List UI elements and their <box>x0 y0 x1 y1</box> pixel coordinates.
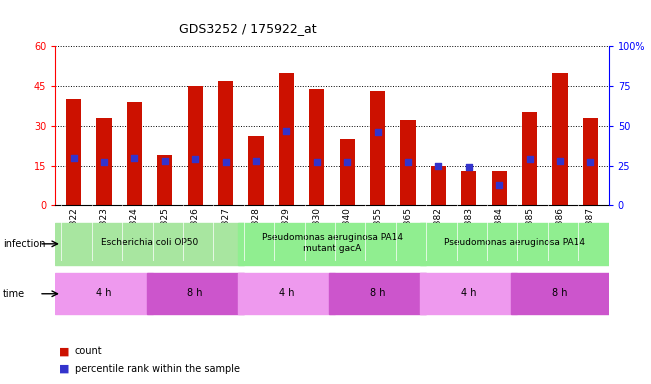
Bar <box>238 223 426 265</box>
Bar <box>146 273 244 314</box>
Bar <box>218 81 233 205</box>
Point <box>555 158 565 164</box>
Text: Escherichia coli OP50: Escherichia coli OP50 <box>101 238 198 247</box>
Bar <box>583 118 598 205</box>
Bar <box>340 139 355 205</box>
Point <box>585 159 596 166</box>
Bar <box>238 273 335 314</box>
Bar <box>55 223 244 265</box>
Text: ■: ■ <box>59 346 69 356</box>
Bar <box>249 136 264 205</box>
Text: Pseudomonas aeruginosa PA14: Pseudomonas aeruginosa PA14 <box>444 238 585 247</box>
Text: time: time <box>3 289 25 299</box>
Text: infection: infection <box>3 239 46 249</box>
Text: 8 h: 8 h <box>187 288 203 298</box>
Bar <box>461 171 477 205</box>
Text: count: count <box>75 346 102 356</box>
Bar <box>127 102 142 205</box>
Point <box>68 155 79 161</box>
Bar <box>329 273 426 314</box>
Point <box>525 156 535 162</box>
Point <box>342 159 352 166</box>
Bar <box>553 73 568 205</box>
Point <box>159 158 170 164</box>
Bar <box>96 118 111 205</box>
Bar <box>420 273 518 314</box>
Point <box>464 164 474 170</box>
Point <box>221 159 231 166</box>
Bar <box>492 171 507 205</box>
Point <box>494 182 505 188</box>
Text: ■: ■ <box>59 364 69 374</box>
Text: GDS3252 / 175922_at: GDS3252 / 175922_at <box>178 22 316 35</box>
Text: 4 h: 4 h <box>461 288 477 298</box>
Bar <box>400 121 415 205</box>
Text: 8 h: 8 h <box>370 288 385 298</box>
Point <box>433 162 443 169</box>
Point <box>403 159 413 166</box>
Point <box>281 127 292 134</box>
Point <box>312 159 322 166</box>
Text: Pseudomonas aeruginosa PA14
mutant gacA: Pseudomonas aeruginosa PA14 mutant gacA <box>262 233 402 253</box>
Bar <box>66 99 81 205</box>
Bar <box>431 166 446 205</box>
Point <box>190 156 201 162</box>
Bar <box>420 223 609 265</box>
Bar <box>512 273 609 314</box>
Text: percentile rank within the sample: percentile rank within the sample <box>75 364 240 374</box>
Bar <box>157 155 173 205</box>
Point <box>372 129 383 135</box>
Bar <box>55 273 152 314</box>
Bar <box>309 89 324 205</box>
Point <box>129 155 139 161</box>
Text: 4 h: 4 h <box>279 288 294 298</box>
Bar <box>279 73 294 205</box>
Point <box>99 159 109 166</box>
Text: 4 h: 4 h <box>96 288 112 298</box>
Bar <box>522 113 537 205</box>
Point <box>251 158 261 164</box>
Bar <box>187 86 203 205</box>
Bar <box>370 91 385 205</box>
Text: 8 h: 8 h <box>552 288 568 298</box>
